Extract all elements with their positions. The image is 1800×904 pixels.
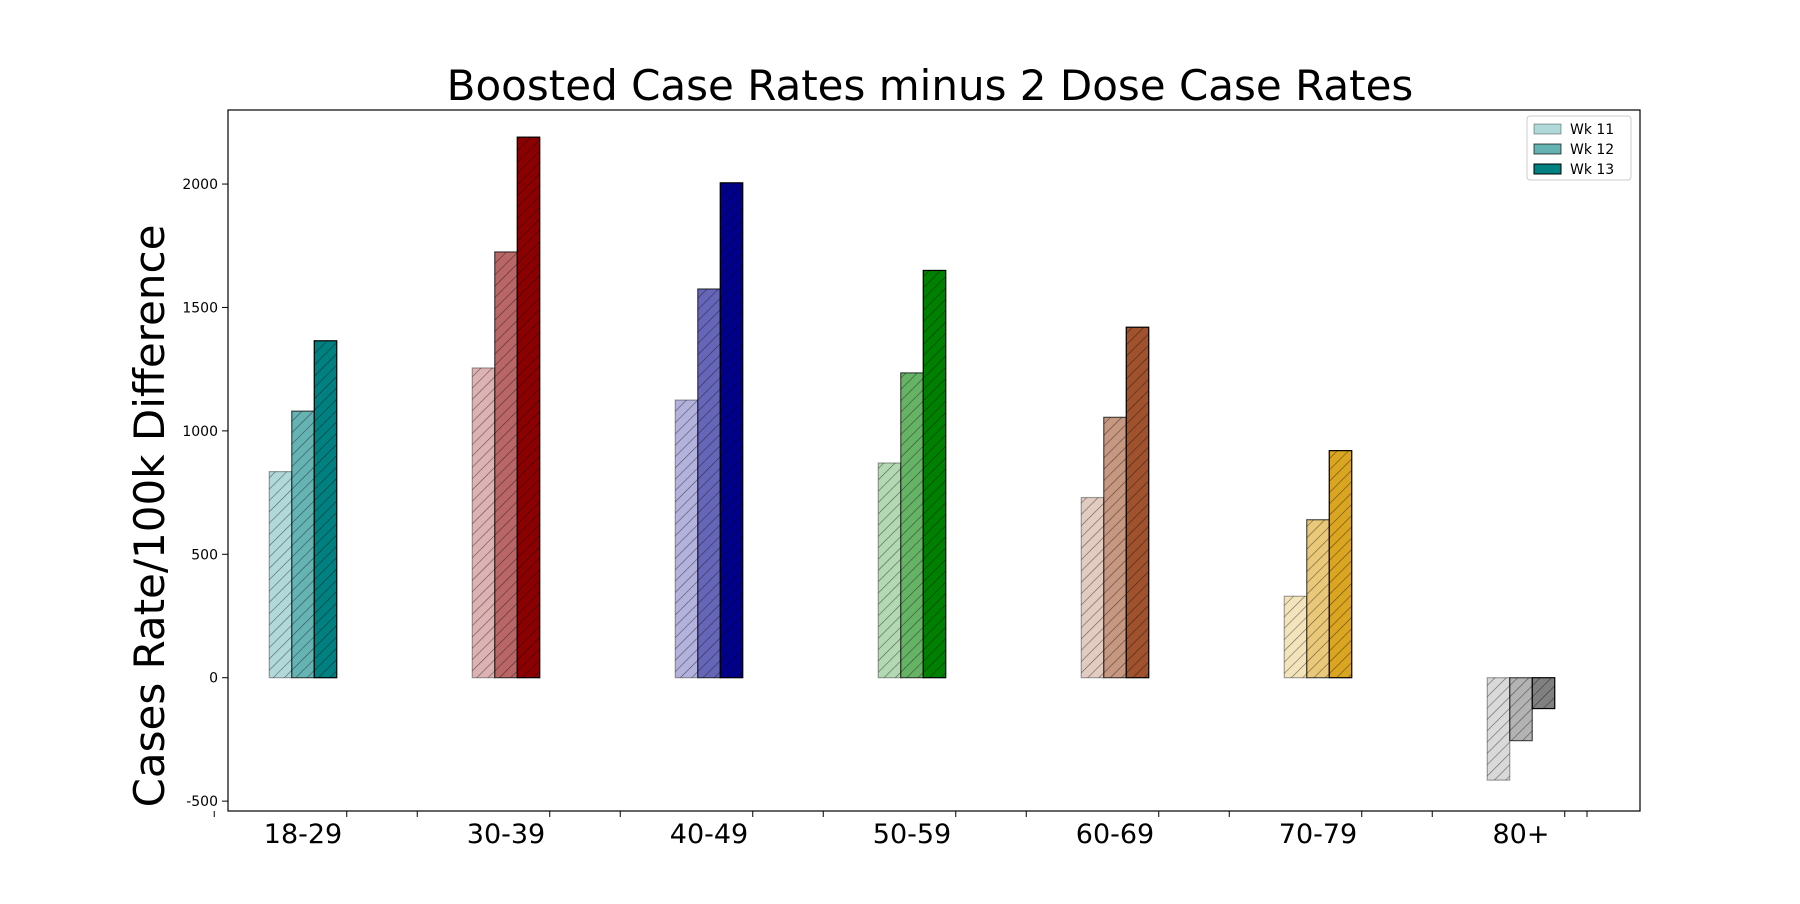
bar-hatch <box>494 251 518 679</box>
bar-hatch <box>1306 519 1330 679</box>
legend-label: Wk 12 <box>1570 142 1614 158</box>
bar-hatch <box>1125 326 1150 679</box>
plot-area: -500 0 500 1000 1500 2000 18-29 30-39 40-49 50-59… <box>182 109 1641 850</box>
legend-label: Wk 11 <box>1570 122 1614 138</box>
legend-swatch <box>1533 143 1562 155</box>
bar-hatch <box>900 372 924 679</box>
bar-hatch <box>1283 595 1308 679</box>
bar-hatch <box>719 182 744 679</box>
bar-hatch <box>674 399 699 679</box>
x-tick-label: 80+ <box>1493 819 1550 850</box>
x-tick-label: 18-29 <box>264 819 342 850</box>
y-tick-label: 0 <box>209 671 218 687</box>
x-tick-label: 60-69 <box>1076 819 1154 850</box>
bar-hatch <box>697 288 721 679</box>
bar-hatch <box>291 410 315 679</box>
y-tick-label: -500 <box>186 794 218 810</box>
bar-hatch <box>1486 677 1511 781</box>
bar-hatch <box>1328 450 1353 679</box>
bar-hatch <box>877 462 902 679</box>
bar-hatch <box>1080 496 1105 679</box>
x-tick-label: 40-49 <box>670 819 748 850</box>
bar-hatch <box>516 136 541 679</box>
x-tick-label: 50-59 <box>873 819 951 850</box>
x-tick-label: 70-79 <box>1279 819 1357 850</box>
y-tick-label: 1000 <box>182 424 218 440</box>
bar-hatch <box>313 340 338 679</box>
legend-swatch <box>1533 163 1562 175</box>
legend-label: Wk 13 <box>1570 162 1614 178</box>
legend-swatch <box>1533 123 1562 135</box>
y-tick-label: 500 <box>191 547 218 563</box>
bar-hatch <box>922 269 947 679</box>
y-tick-label: 1500 <box>182 300 218 316</box>
y-tick-label: 2000 <box>182 177 218 193</box>
bar-hatch <box>471 367 496 679</box>
x-tick-label: 30-39 <box>467 819 545 850</box>
bar-hatch <box>1531 677 1556 710</box>
y-axis-label: Cases Rate/100k Difference <box>125 225 174 808</box>
bar-hatch <box>1509 677 1533 742</box>
chart-title: Boosted Case Rates minus 2 Dose Case Rat… <box>447 61 1414 110</box>
bar-hatch <box>268 471 293 679</box>
bar-hatch <box>1103 416 1127 679</box>
legend: Wk 11 Wk 12 Wk 13 <box>1526 115 1632 181</box>
plot-frame <box>227 109 1641 812</box>
